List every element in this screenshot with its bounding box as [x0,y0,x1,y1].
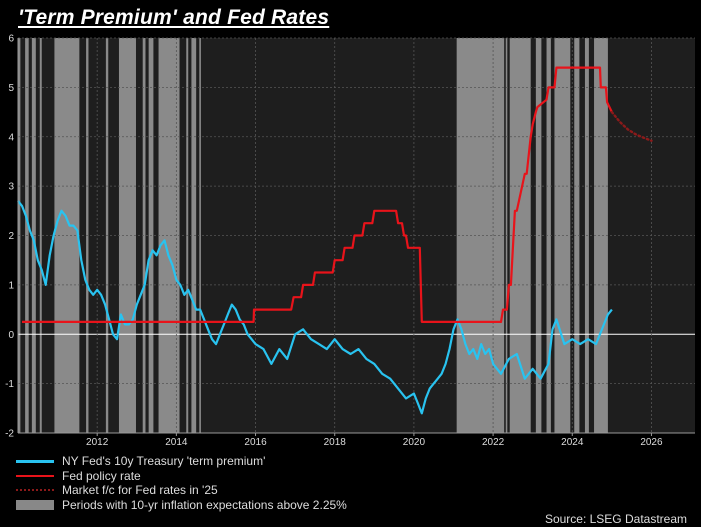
shaded-period [546,38,551,433]
legend-swatch [14,499,56,511]
shaded-period [142,38,146,433]
y-tick-label: 4 [8,132,14,143]
legend-item-market-forecast: Market f/c for Fed rates in '25 [14,483,347,498]
shaded-period [199,38,201,433]
series-lines [17,66,653,415]
series-line-2 [610,110,653,142]
legend-swatch [14,470,56,482]
y-tick-label: 1 [8,280,14,291]
legend-swatch [14,455,56,467]
legend-label: Fed policy rate [62,468,141,483]
shaded-period [191,38,197,433]
x-tick-label: 2012 [86,437,109,448]
x-tick-label: 2026 [640,437,663,448]
chart-title: 'Term Premium' and Fed Rates [18,6,330,29]
legend-item-fed-rate: Fed policy rate [14,469,347,484]
shaded-period [31,38,36,433]
shaded-period [39,38,42,433]
series-line-1 [22,66,613,323]
legend: NY Fed's 10y Treasury 'term premium' Fed… [14,454,347,512]
y-tick-label: 2 [8,231,14,242]
y-tick-label: -1 [5,379,14,390]
y-tick-label: 0 [8,330,14,341]
x-tick-label: 2014 [165,437,188,448]
x-tick-label: 2018 [324,437,347,448]
shaded-period [574,38,580,433]
legend-item-term-premium: NY Fed's 10y Treasury 'term premium' [14,454,347,469]
legend-swatch [14,484,56,496]
x-tick-label: 2016 [244,437,267,448]
legend-label: NY Fed's 10y Treasury 'term premium' [62,454,266,469]
series-line-0 [17,200,613,415]
legend-item-inflation-periods: Periods with 10-yr inflation expectation… [14,498,347,513]
y-tick-label: 6 [8,34,14,45]
y-tick-label: 3 [8,182,14,193]
x-tick-label: 2020 [403,437,426,448]
axes: -2 -1 0 1 2 3 4 5 6 2012 2014 2016 2018 2020 2022 2024 2… [5,34,695,448]
y-tick-label: 5 [8,83,14,94]
y-tick-label: -2 [5,429,14,440]
legend-label: Periods with 10-yr inflation expectation… [62,497,347,512]
x-tick-label: 2022 [482,437,505,448]
source-note: Source: LSEG Datastream [544,512,687,526]
x-tick-label: 2024 [561,437,584,448]
legend-label: Market f/c for Fed rates in '25 [62,483,218,498]
